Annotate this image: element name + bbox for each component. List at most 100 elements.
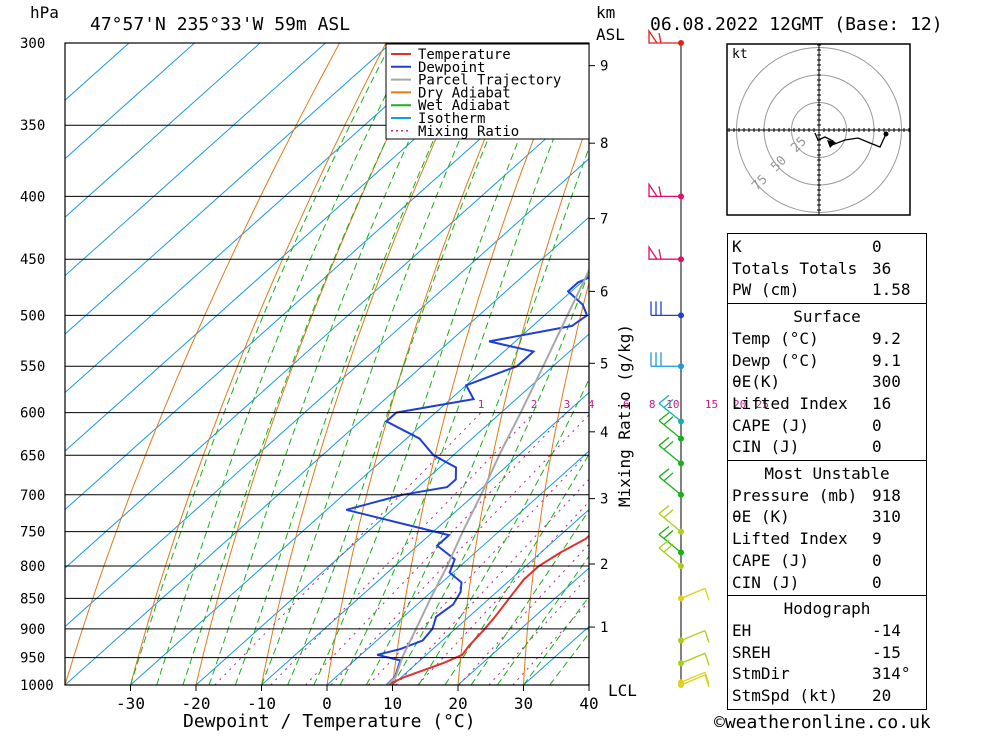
- pressure-tick-label: 400: [20, 189, 45, 205]
- indices-section-title: Surface: [732, 306, 922, 328]
- isotherm-line: [0, 43, 391, 685]
- wind-barb: [681, 672, 709, 684]
- dry-adiabat-line: [131, 43, 387, 685]
- mixing-ratio-line: [368, 413, 626, 685]
- hodograph-top-point: [884, 132, 889, 137]
- pressure-tick-label: 550: [20, 359, 45, 375]
- pressure-tick-label: 950: [20, 651, 45, 667]
- km-tick-label: 1: [600, 620, 608, 636]
- indices-value: 0: [872, 415, 882, 437]
- wind-barb: [681, 588, 709, 600]
- isotherm-line: [0, 43, 719, 685]
- pressure-tick-label: 750: [20, 525, 45, 541]
- indices-label: Temp (°C): [732, 328, 872, 350]
- wet-adiabat-line: [157, 43, 412, 685]
- indices-label: K: [732, 236, 872, 258]
- indices-value: 0: [872, 572, 882, 594]
- km-tick-label: 7: [600, 212, 608, 228]
- wind-barb: [659, 437, 681, 463]
- km-tick-label: 6: [600, 284, 608, 300]
- x-tick-label: -30: [116, 694, 145, 713]
- indices-value: 9: [872, 528, 882, 550]
- indices-label: CAPE (J): [732, 550, 872, 572]
- hodograph-unit-label: kt: [732, 47, 748, 62]
- pressure-tick-label: 450: [20, 252, 45, 268]
- indices-label: Lifted Index: [732, 393, 872, 415]
- location-title: 47°57'N 235°33'W 59m ASL: [90, 14, 350, 35]
- indices-row: CIN (J)0: [732, 436, 922, 458]
- indices-row: Dewp (°C)9.1: [732, 350, 922, 372]
- pressure-tick-label: 900: [20, 622, 45, 638]
- indices-label: CIN (J): [732, 572, 872, 594]
- indices-value: 918: [872, 485, 901, 507]
- mixing-ratio-axis-label: Mixing Ratio (g/kg): [615, 324, 634, 507]
- indices-section-title: Hodograph: [732, 598, 922, 620]
- indices-value: 0: [872, 550, 882, 572]
- indices-row: EH-14: [732, 620, 922, 642]
- dry-adiabat-line: [955, 43, 990, 685]
- pressure-tick-label: 1000: [20, 678, 54, 694]
- indices-value: 0: [872, 236, 882, 258]
- mixing-ratio-label: 1: [478, 398, 485, 411]
- wind-barb: [659, 413, 681, 439]
- mixing-ratio-line: [271, 413, 534, 685]
- indices-section-title: Most Unstable: [732, 463, 922, 485]
- mixing-ratio-line: [396, 413, 652, 685]
- pressure-tick-label: 700: [20, 488, 45, 504]
- mixing-ratio-label: 15: [705, 398, 718, 411]
- wind-barb: [659, 469, 681, 495]
- indices-row: SREH-15: [732, 642, 922, 664]
- pressure-tick-label: 300: [20, 36, 45, 52]
- indices-value: 1.58: [872, 279, 911, 301]
- pressure-tick-label: 600: [20, 406, 45, 422]
- wind-barb: [659, 506, 681, 532]
- km-tick-label: 8: [600, 136, 608, 152]
- dry-adiabat-line: [65, 43, 340, 685]
- mixing-ratio-line: [513, 413, 762, 685]
- indices-value: 16: [872, 393, 891, 415]
- indices-label: CIN (J): [732, 436, 872, 458]
- pressure-tick-label: 650: [20, 448, 45, 464]
- indices-row: CIN (J)0: [732, 572, 922, 594]
- pressure-tick-label: 350: [20, 118, 45, 134]
- km-unit-label: km: [596, 3, 615, 22]
- indices-value: -15: [872, 642, 901, 664]
- indices-label: Totals Totals: [732, 258, 872, 280]
- indices-label: Pressure (mb): [732, 485, 872, 507]
- wind-barb: [649, 184, 681, 196]
- indices-value: 9.1: [872, 350, 901, 372]
- mixing-ratio-label: 4: [588, 398, 595, 411]
- wind-barb: [659, 527, 681, 553]
- x-tick-label: 40: [579, 694, 598, 713]
- indices-value: 310: [872, 506, 901, 528]
- hpa-unit-label: hPa: [30, 3, 59, 22]
- km-tick-label: 2: [600, 557, 608, 573]
- indices-value: -14: [872, 620, 901, 642]
- indices-label: StmDir: [732, 663, 872, 685]
- indices-row: θE (K)310: [732, 506, 922, 528]
- copyright-label: ©weatheronline.co.uk: [714, 712, 931, 733]
- pressure-tick-label: 800: [20, 559, 45, 575]
- asl-label: ASL: [596, 25, 625, 44]
- wet-adiabat-line: [131, 43, 392, 685]
- wind-barb: [681, 653, 709, 665]
- wind-barb: [651, 301, 681, 315]
- mixing-ratio-label: 2: [531, 398, 538, 411]
- datetime-label: 06.08.2022 12GMT (Base: 12): [650, 14, 943, 35]
- indices-label: PW (cm): [732, 279, 872, 301]
- km-tick-label: 3: [600, 492, 608, 508]
- indices-row: PW (cm)1.58: [732, 279, 922, 301]
- km-tick-label: 9: [600, 59, 608, 75]
- km-tick-label: 5: [600, 356, 608, 372]
- wind-barb: [649, 247, 681, 259]
- indices-value: 9.2: [872, 328, 901, 350]
- indices-row: StmSpd (kt)20: [732, 685, 922, 707]
- indices-value: 0: [872, 436, 882, 458]
